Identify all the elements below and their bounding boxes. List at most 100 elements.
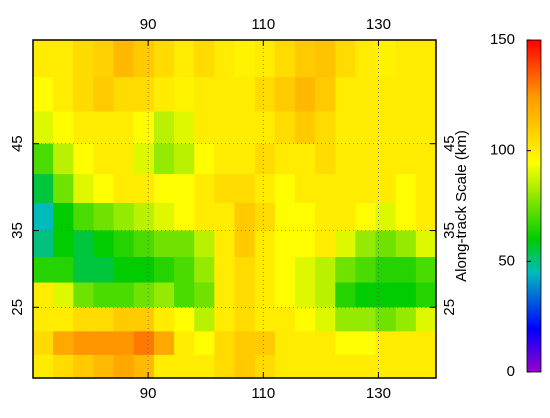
heat-cell <box>113 282 135 308</box>
heat-cell <box>33 143 54 175</box>
heat-cell <box>214 202 235 232</box>
heat-cell <box>194 257 215 284</box>
heat-cell <box>133 307 155 332</box>
heat-cell <box>214 111 235 145</box>
heat-cell <box>214 257 235 284</box>
heat-cell <box>234 354 256 379</box>
y-tick-label: 25 <box>9 299 26 316</box>
heat-cell <box>33 174 54 204</box>
heat-cell <box>274 174 296 204</box>
heat-cell <box>174 331 195 356</box>
heat-cell <box>113 111 135 145</box>
heat-cell <box>375 40 397 78</box>
heat-cell <box>73 40 94 78</box>
heat-cell <box>133 143 155 175</box>
heat-cell <box>194 307 215 332</box>
plot-frame <box>32 39 437 379</box>
heat-cell <box>73 143 94 175</box>
heat-cell <box>335 111 356 145</box>
heat-cell <box>335 174 356 204</box>
heat-cell <box>294 111 316 145</box>
heat-cell <box>274 307 296 332</box>
heat-cell <box>133 174 155 204</box>
heat-cell <box>73 354 94 379</box>
heat-cell <box>315 230 336 258</box>
heat-cell <box>395 111 417 145</box>
heat-cell <box>214 77 235 112</box>
heat-cell <box>395 307 417 332</box>
heat-cell <box>73 307 94 332</box>
heat-cell <box>294 354 316 379</box>
heat-cell <box>93 202 115 232</box>
heat-cell <box>335 202 356 232</box>
heat-cell <box>375 143 397 175</box>
heat-cell <box>294 331 316 356</box>
heat-cell <box>73 77 94 112</box>
colorbar-label: Along-track Scale (km) <box>453 130 470 282</box>
heat-cell <box>33 307 54 332</box>
heat-cell <box>395 174 417 204</box>
heat-cell <box>274 257 296 284</box>
heat-cell <box>73 282 94 308</box>
heat-cell <box>315 282 336 308</box>
heat-cell <box>174 354 195 379</box>
heat-cell <box>254 174 276 204</box>
heat-cell <box>153 307 175 332</box>
heat-cell <box>214 331 235 356</box>
heat-cell <box>53 331 74 356</box>
colorbar-tick-label: 150 <box>490 31 515 48</box>
heat-cell <box>355 111 377 145</box>
heat-cell <box>274 143 296 175</box>
heat-cell <box>375 174 397 204</box>
heat-cell <box>33 111 54 145</box>
heat-cell <box>174 111 195 145</box>
heat-cell <box>153 331 175 356</box>
heat-cell <box>315 174 336 204</box>
heat-cell <box>93 230 115 258</box>
heat-cell <box>234 143 256 175</box>
overlay <box>32 39 437 379</box>
heat-cell <box>274 282 296 308</box>
heat-cell <box>375 282 397 308</box>
heat-cell <box>113 331 135 356</box>
heat-cell <box>113 40 135 78</box>
heat-cell <box>214 282 235 308</box>
heat-cell <box>355 202 377 232</box>
heat-cell <box>234 111 256 145</box>
heat-cell <box>33 77 54 112</box>
heat-cell <box>234 77 256 112</box>
heat-cell <box>355 307 377 332</box>
heat-cell <box>315 111 336 145</box>
heat-cell <box>335 257 356 284</box>
heat-cell <box>174 202 195 232</box>
heat-cell <box>73 174 94 204</box>
heat-cell <box>254 282 276 308</box>
heat-cell <box>33 282 54 308</box>
heat-cell <box>174 282 195 308</box>
heat-cell <box>254 40 276 78</box>
heat-cell <box>153 282 175 308</box>
heat-cell <box>315 307 336 332</box>
heat-cell <box>274 354 296 379</box>
heat-cell <box>315 77 336 112</box>
colorbar-tick-label: 100 <box>490 142 515 159</box>
heat-cell <box>53 111 74 145</box>
heat-cell <box>194 40 215 78</box>
y-tick-label: 45 <box>441 135 458 152</box>
heat-cell <box>53 40 74 78</box>
heat-cell <box>174 307 195 332</box>
heat-cell <box>415 354 437 379</box>
heat-cell <box>53 354 74 379</box>
heat-cell <box>133 282 155 308</box>
heat-cell <box>194 282 215 308</box>
heat-cell <box>174 77 195 112</box>
heat-cell <box>33 230 54 258</box>
heat-cell <box>53 282 74 308</box>
heat-cell <box>294 202 316 232</box>
heat-cell <box>294 282 316 308</box>
heat-cell <box>174 230 195 258</box>
heat-cell <box>53 202 74 232</box>
colorbar-tick-label: 0 <box>507 363 515 380</box>
heat-cell <box>133 354 155 379</box>
heat-cell <box>274 331 296 356</box>
